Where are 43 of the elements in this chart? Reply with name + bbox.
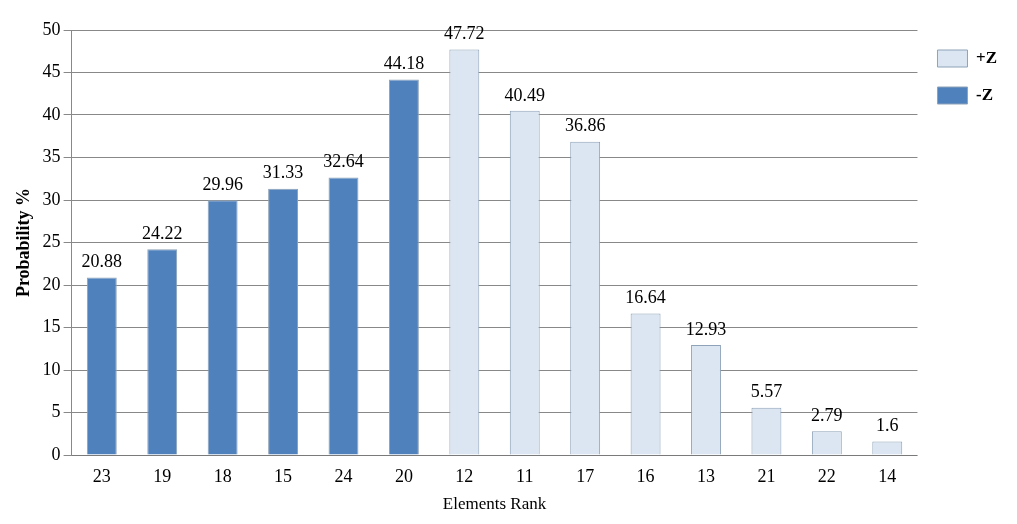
data-label: 32.64 — [323, 151, 364, 172]
x-tick-label: 24 — [334, 465, 353, 486]
x-tick-label: 14 — [878, 465, 897, 486]
data-label: 5.57 — [750, 381, 783, 402]
data-label: 1.6 — [876, 415, 899, 436]
data-label: 24.22 — [141, 222, 183, 243]
data-label: 12.93 — [685, 318, 727, 339]
y-tick-label: 30 — [42, 188, 61, 209]
data-label: 47.72 — [444, 23, 485, 44]
data-label: 36.86 — [564, 115, 606, 136]
x-tick-label: 20 — [394, 465, 413, 486]
x-tick-label: 23 — [92, 465, 111, 486]
x-tick-label: 17 — [576, 465, 595, 486]
x-tick-label: 12 — [455, 465, 474, 486]
y-tick-label: 15 — [42, 316, 61, 337]
x-tick-label: 16 — [636, 465, 655, 486]
y-tick-label: 35 — [42, 146, 61, 167]
y-tick-label: 5 — [51, 401, 61, 422]
x-tick-label: 18 — [213, 465, 232, 486]
x-axis-title: Elements Rank — [442, 494, 547, 514]
y-tick-label: 10 — [42, 358, 61, 379]
y-tick-label: 45 — [42, 61, 61, 82]
data-label: 16.64 — [625, 287, 666, 308]
x-tick-label: 13 — [697, 465, 716, 486]
x-tick-label: 15 — [274, 465, 293, 486]
y-axis-title: Probability % — [13, 187, 34, 298]
data-label: 40.49 — [504, 84, 545, 105]
x-tick-label: 22 — [817, 465, 836, 486]
y-tick-label: 20 — [42, 273, 61, 294]
y-tick-label: 50 — [42, 18, 61, 39]
y-tick-label: 25 — [42, 231, 61, 252]
legend-label: +Z — [975, 47, 998, 67]
data-label: 31.33 — [262, 162, 304, 183]
x-tick-label: 21 — [757, 465, 776, 486]
y-tick-label: 40 — [42, 103, 61, 124]
data-label: 2.79 — [811, 405, 843, 426]
y-tick-label: 0 — [51, 443, 61, 464]
data-label: 20.88 — [81, 251, 123, 272]
data-label: 29.96 — [202, 174, 243, 195]
x-tick-label: 19 — [153, 465, 172, 486]
legend-label: -Z — [975, 84, 993, 104]
data-label: 44.18 — [383, 53, 425, 74]
x-tick-label: 11 — [516, 465, 534, 486]
